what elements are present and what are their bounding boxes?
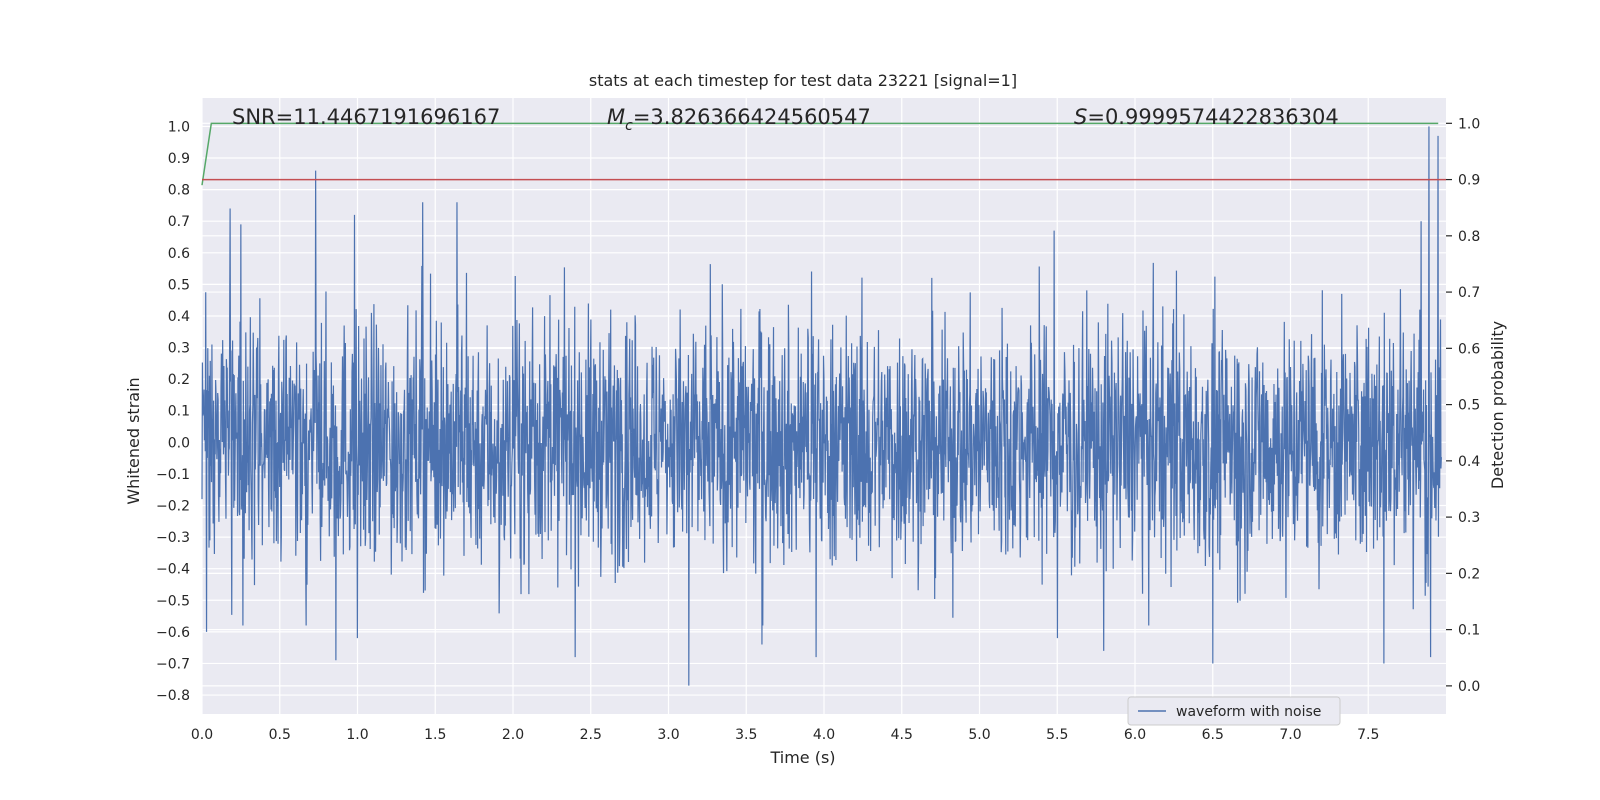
s-symbol: S [1074,105,1087,129]
y2-tick-label: 0.7 [1458,285,1480,301]
y-tick-label: 0.7 [168,214,190,230]
mc-subscript: c [625,118,633,134]
mc-annotation: Mc=3.826366424560547 [607,105,871,134]
y-tick-label: 0.2 [168,372,190,388]
y-tick-label: −0.7 [156,656,190,672]
x-tick-label: 6.0 [1124,727,1146,743]
y-tick-label: 1.0 [168,119,190,135]
y-tick-label: 0.3 [168,341,190,357]
x-tick-label: 7.0 [1279,727,1301,743]
chart-title: stats at each timestep for test data 232… [589,71,1017,90]
y2-tick-label: 0.1 [1458,623,1480,639]
x-tick-label: 4.0 [813,727,835,743]
y-tick-label: −0.5 [156,593,190,609]
y-tick-label: −0.1 [156,467,190,483]
y2-tick-label: 0.0 [1458,679,1480,695]
plot-content [201,122,1446,686]
x-tick-label: 6.5 [1202,727,1224,743]
x-tick-label: 0.0 [191,727,213,743]
y2-axis-ticks: 1.0 0.9 0.8 0.7 0.6 0.5 0.4 0.3 0.2 0.1 0.0 [1446,116,1480,695]
s-annotation: S=0.9999574422836304 [1074,105,1339,129]
s-value: =0.9999574422836304 [1087,105,1338,129]
y2-tick-label: 0.5 [1458,398,1480,414]
y-axis-ticks: 1.0 0.9 0.8 0.7 0.6 0.5 0.4 0.3 0.2 0.1 0.0 −0.1 −0.… [156,119,190,704]
x-tick-label: 4.5 [891,727,913,743]
y2-tick-label: 0.2 [1458,566,1480,582]
y-tick-label: 0.0 [168,435,190,451]
x-tick-label: 7.5 [1357,727,1379,743]
y-tick-label: 0.8 [168,183,190,199]
x-axis-ticks: 0.0 0.5 1.0 1.5 2.0 2.5 3.0 3.5 4.0 4.5 5.0 5.5 6.0 6… [191,727,1380,743]
x-tick-label: 2.5 [580,727,602,743]
y-tick-label: −0.6 [156,625,190,641]
y-tick-label: 0.1 [168,404,190,420]
y-tick-label: −0.8 [156,688,190,704]
y2-tick-label: 0.4 [1458,454,1480,470]
x-axis-label: Time (s) [769,748,835,767]
x-tick-label: 1.5 [424,727,446,743]
x-tick-label: 3.0 [657,727,679,743]
y-tick-label: 0.5 [168,277,190,293]
x-tick-label: 3.5 [735,727,757,743]
mc-symbol: M [607,105,625,129]
y-tick-label: 0.4 [168,309,190,325]
mc-value: =3.826366424560547 [633,105,871,129]
legend: waveform with noise [1127,696,1341,726]
x-tick-label: 0.5 [269,727,291,743]
y-tick-label: −0.2 [156,499,190,515]
y2-tick-label: 0.6 [1458,341,1480,357]
y2-tick-label: 0.9 [1458,173,1480,189]
waveform-line [201,126,1442,686]
legend-label: waveform with noise [1176,704,1321,720]
x-tick-label: 2.0 [502,727,524,743]
y-tick-label: 0.9 [168,151,190,167]
y-tick-label: −0.4 [156,562,190,578]
y2-tick-label: 1.0 [1458,116,1480,132]
y-axis-label: Whitened strain [124,377,143,504]
y-tick-label: 0.6 [168,246,190,262]
y2-tick-label: 0.3 [1458,510,1480,526]
legend-box [1127,696,1341,726]
x-tick-label: 5.0 [968,727,990,743]
y2-tick-label: 0.8 [1458,229,1480,245]
y2-axis-label: Detection probability [1488,321,1507,489]
detection-probability-line [201,122,1439,186]
x-tick-label: 5.5 [1046,727,1068,743]
snr-annotation: SNR=11.4467191696167 [232,105,500,129]
x-tick-label: 1.0 [346,727,368,743]
y-tick-label: −0.3 [156,530,190,546]
